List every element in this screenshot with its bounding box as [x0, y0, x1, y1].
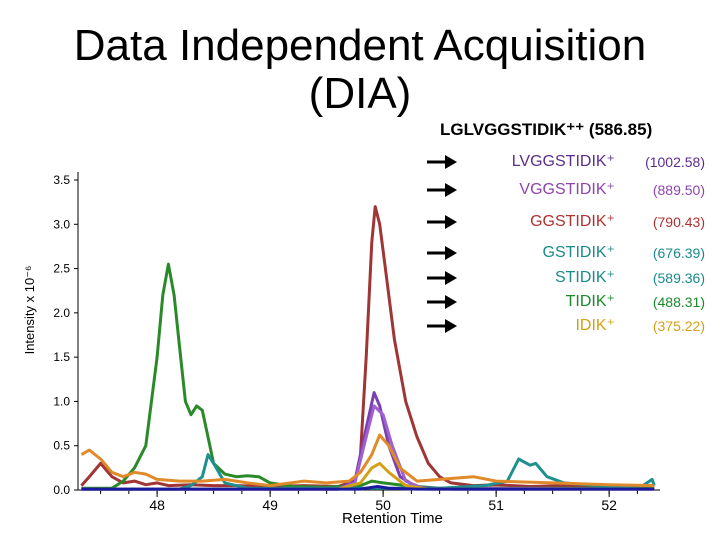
- fragment-row: VGGSTIDIK⁺ (889.50): [425, 180, 715, 202]
- fragment-mz: (889.50): [652, 182, 705, 198]
- fragment-mz: (375.22): [652, 318, 705, 334]
- y-tick-label: 3.0: [53, 217, 70, 231]
- fragment-mz: (1002.58): [645, 154, 705, 170]
- chart-title-line2: (DIA): [308, 69, 412, 118]
- fragment-row: TIDIK⁺ (488.31): [425, 292, 715, 314]
- right-arrow-icon: [427, 246, 457, 260]
- fragment-row: GSTIDIK⁺ (676.39): [425, 243, 715, 265]
- right-arrow-icon: [427, 295, 457, 309]
- chart-title-line1: Data Independent Acquisition: [73, 21, 647, 70]
- right-arrow-icon: [427, 319, 457, 333]
- y-tick-label: 1.0: [53, 394, 70, 408]
- fragment-sequence: LVGGSTIDIK⁺: [511, 153, 615, 170]
- fragment-mz: (488.31): [652, 294, 705, 310]
- fragment-row: LVGGSTIDIK⁺ (1002.58): [425, 152, 715, 174]
- fragment-mz: (676.39): [652, 245, 705, 261]
- right-arrow-icon: [427, 183, 457, 197]
- fragment-mz: (589.36): [652, 270, 705, 286]
- right-arrow-icon: [427, 155, 457, 169]
- fragment-row: STIDIK⁺ (589.36): [425, 268, 715, 290]
- fragment-sequence: IDIK⁺: [575, 317, 615, 334]
- x-tick-label: 51: [488, 497, 504, 513]
- x-tick-label: 48: [149, 497, 165, 513]
- x-tick-label: 52: [601, 497, 617, 513]
- y-tick-label: 1.5: [53, 350, 70, 364]
- series-line-6: [80, 433, 655, 488]
- fragment-sequence: VGGSTIDIK⁺: [519, 181, 615, 198]
- right-arrow-icon: [427, 215, 457, 229]
- precursor-label: LGLVGGSTIDIK⁺⁺ (586.85): [440, 120, 653, 139]
- fragment-row: GGSTIDIK⁺ (790.43): [425, 212, 715, 234]
- series-line-8: [81, 485, 655, 491]
- x-tick-label: 49: [262, 497, 278, 513]
- y-tick-label: 2.5: [53, 262, 70, 276]
- fragment-row: IDIK⁺ (375.22): [425, 316, 715, 338]
- y-tick-label: 2.0: [53, 306, 70, 320]
- series-line-2: [81, 262, 655, 490]
- y-tick-label: 0.5: [53, 439, 70, 453]
- y-tick-label: 0.0: [53, 483, 70, 497]
- chart-title: Data Independent Acquisition (DIA): [30, 22, 690, 118]
- fragment-sequence: GSTIDIK⁺: [542, 244, 615, 261]
- x-tick-label: 50: [375, 497, 391, 513]
- fragment-sequence: TIDIK⁺: [565, 293, 615, 310]
- fragment-sequence: GGSTIDIK⁺: [530, 213, 615, 230]
- fragment-mz: (790.43): [652, 214, 705, 230]
- fragment-sequence: STIDIK⁺: [554, 269, 615, 286]
- x-axis-label: Retention Time: [342, 510, 443, 527]
- y-tick-label: 3.5: [53, 173, 70, 187]
- right-arrow-icon: [427, 271, 457, 285]
